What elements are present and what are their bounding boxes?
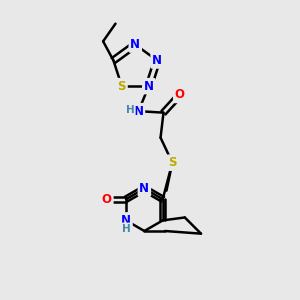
- Text: O: O: [102, 193, 112, 206]
- Text: N: N: [140, 182, 149, 195]
- Text: N: N: [144, 80, 154, 93]
- Text: S: S: [118, 80, 126, 93]
- Text: S: S: [168, 156, 177, 169]
- Text: O: O: [175, 88, 185, 101]
- Text: N: N: [152, 54, 162, 67]
- Text: N: N: [130, 38, 140, 51]
- Text: H: H: [126, 105, 135, 115]
- Text: H: H: [122, 224, 130, 234]
- Text: N: N: [121, 214, 131, 227]
- Text: N: N: [134, 105, 143, 118]
